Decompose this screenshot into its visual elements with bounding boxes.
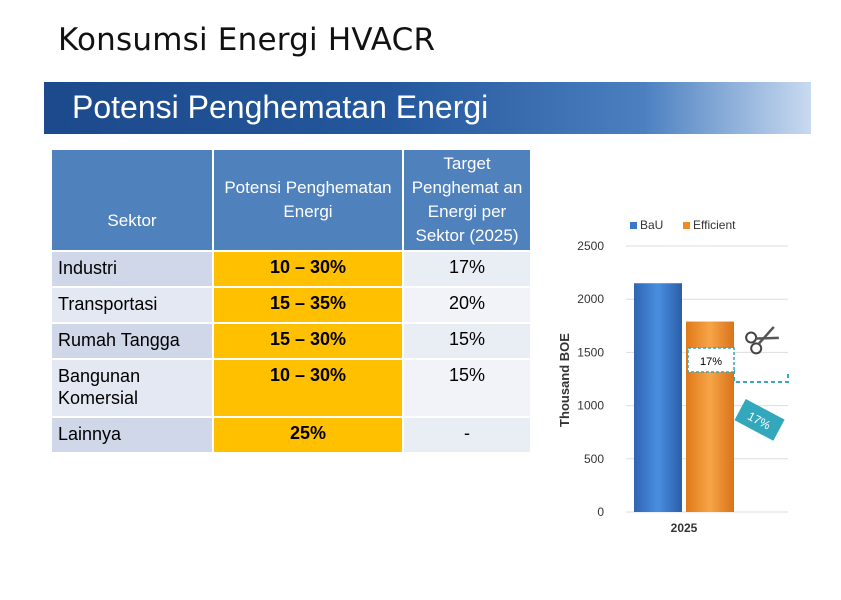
legend-label-bau: BaU <box>640 218 663 232</box>
table-header-row: Sektor Potensi Penghematan Energi Target… <box>52 150 530 250</box>
legend-swatch-bau <box>630 222 637 229</box>
cell-target: 15% <box>404 324 530 358</box>
legend-swatch-efficient <box>683 222 690 229</box>
y-tick-label: 1000 <box>577 399 604 413</box>
reduction-callout-box <box>687 347 735 373</box>
cell-sector: Industri <box>52 252 212 286</box>
y-tick-label: 2500 <box>577 239 604 253</box>
reduction-label: 17% <box>700 356 722 368</box>
cell-potensi: 15 – 35% <box>214 288 402 322</box>
table-row: Bangunan Komersial 10 – 30% 15% <box>52 360 530 416</box>
cell-potensi: 10 – 30% <box>214 252 402 286</box>
table-row: Transportasi 15 – 35% 20% <box>52 288 530 322</box>
bau-vs-efficient-chart: 0 500 1000 1500 2000 2500 2025 BaU Efficient T… <box>557 218 789 535</box>
cell-target: 17% <box>404 252 530 286</box>
legend-label-efficient: Efficient <box>693 218 736 232</box>
page-title: Konsumsi Energi HVACR <box>58 22 436 58</box>
cell-sector: Lainnya <box>52 418 212 452</box>
cell-potensi: 25% <box>214 418 402 452</box>
cell-potensi: 10 – 30% <box>214 360 402 416</box>
table-row: Industri 10 – 30% 17% <box>52 252 530 286</box>
chart-container: 0 500 1000 1500 2000 2500 2025 BaU Efficient T… <box>548 200 841 595</box>
scissors-icon <box>745 326 779 355</box>
reduction-tag: 17% <box>734 398 785 441</box>
section-banner: Potensi Penghematan Energi <box>44 82 811 134</box>
banner-title: Potensi Penghematan Energi <box>72 89 489 125</box>
cell-target: 20% <box>404 288 530 322</box>
cell-sector: Rumah Tangga <box>52 324 212 358</box>
y-tick-label: 500 <box>584 452 604 466</box>
chart-legend: BaU Efficient <box>630 218 736 232</box>
header-sektor: Sektor <box>52 150 212 250</box>
header-potensi: Potensi Penghematan Energi <box>214 150 402 250</box>
cell-target: 15% <box>404 360 530 416</box>
cell-sector: Transportasi <box>52 288 212 322</box>
cell-target: - <box>404 418 530 452</box>
y-tick-label: 0 <box>597 505 604 519</box>
header-target: Target Penghemat an Energi per Sektor (2… <box>404 150 530 250</box>
table-row: Lainnya 25% - <box>52 418 530 452</box>
x-tick-label: 2025 <box>671 521 698 535</box>
y-tick-label: 1500 <box>577 345 604 359</box>
bar-bau <box>634 283 682 512</box>
y-axis-label: Thousand BOE <box>557 333 572 427</box>
cell-sector: Bangunan Komersial <box>52 360 212 416</box>
reduction-bracket <box>733 370 789 383</box>
table-row: Rumah Tangga 15 – 30% 15% <box>52 324 530 358</box>
energy-savings-table: Sektor Potensi Penghematan Energi Target… <box>50 148 532 454</box>
y-tick-label: 2000 <box>577 292 604 306</box>
cell-potensi: 15 – 30% <box>214 324 402 358</box>
